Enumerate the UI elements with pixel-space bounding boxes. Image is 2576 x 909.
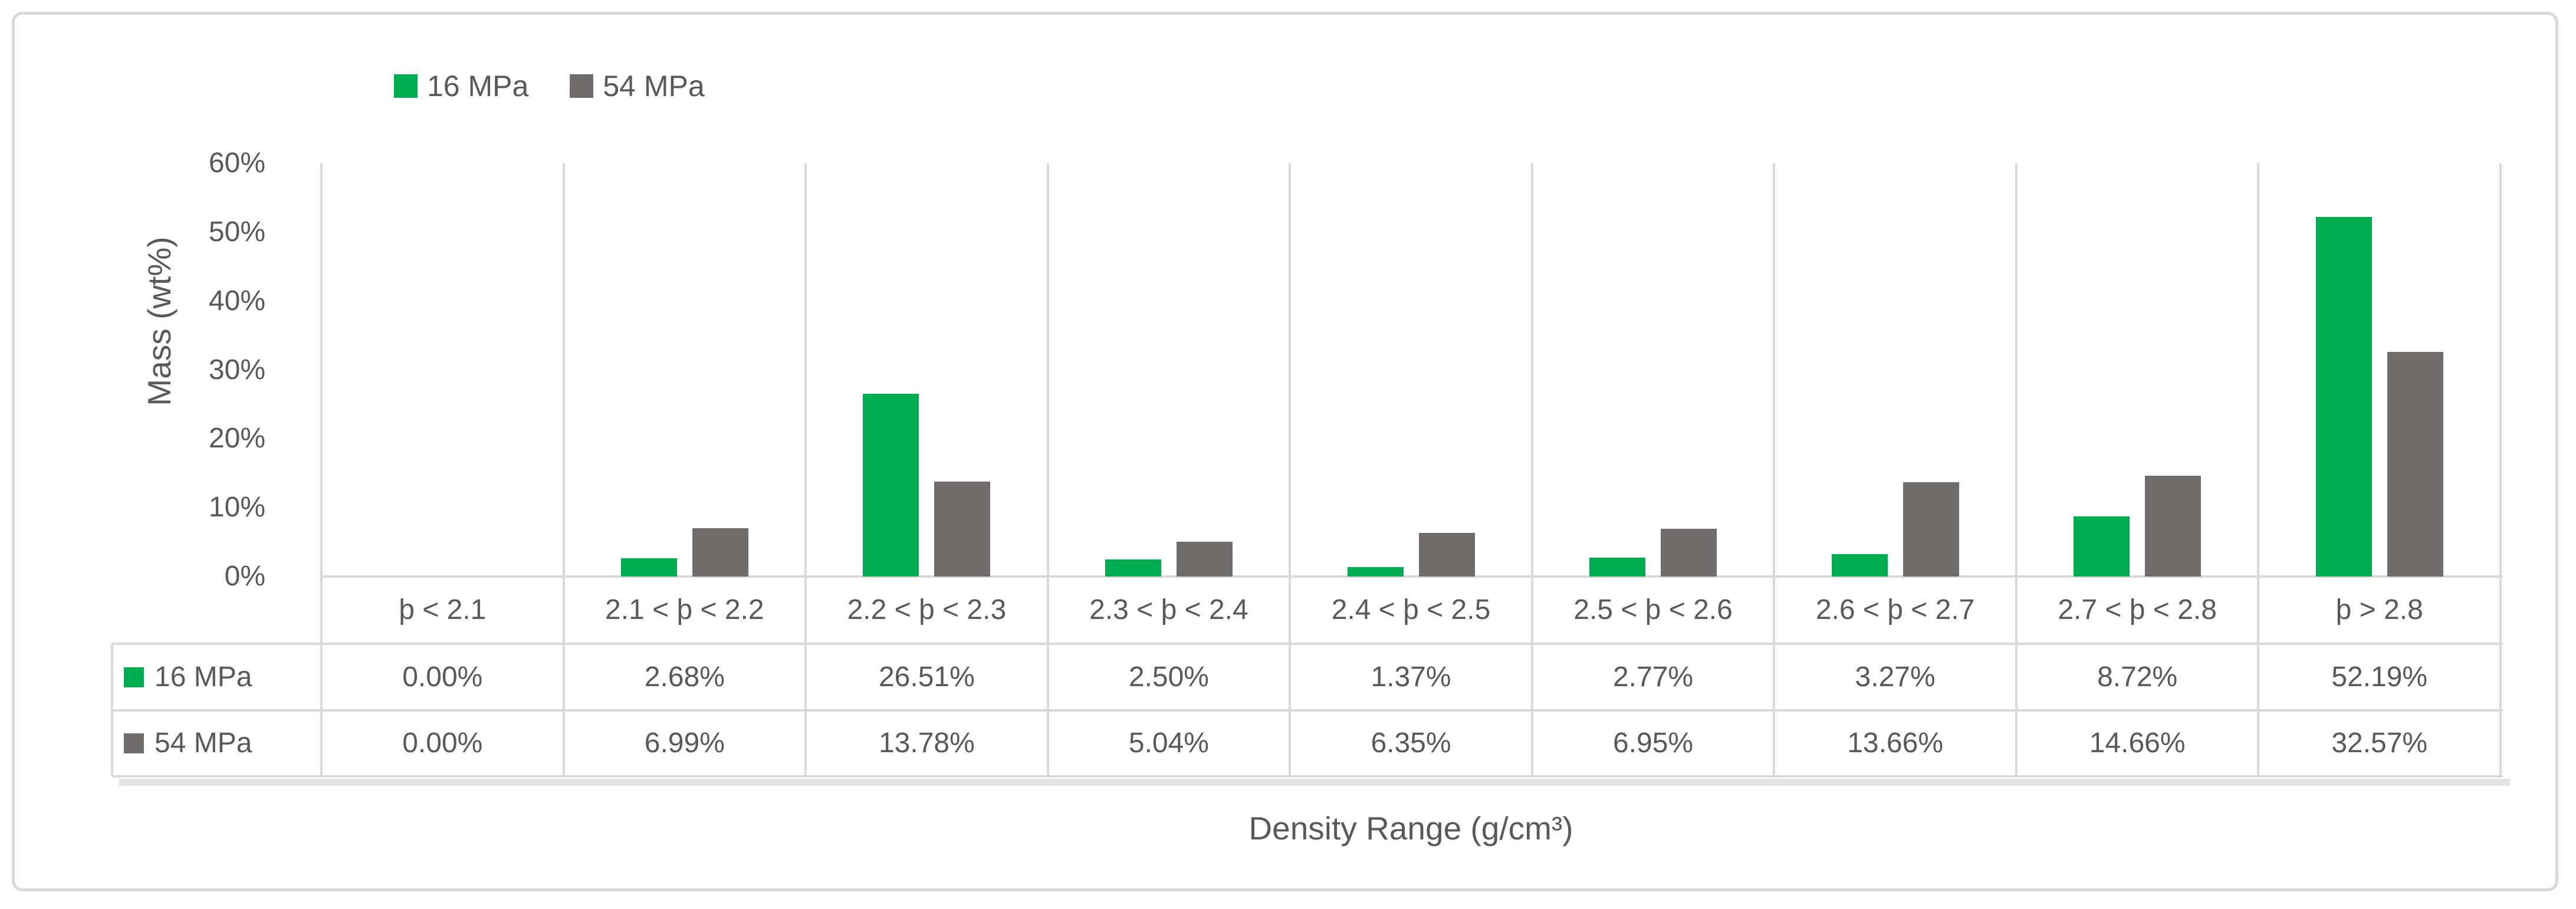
table-cell-value: 32.57% [2331, 727, 2428, 759]
table-cell-value: 0.00% [402, 661, 483, 693]
bar-16mpa-cat4 [1347, 567, 1404, 577]
table-cell-value: 6.99% [644, 727, 725, 759]
bar-16mpa-cat7 [2074, 516, 2130, 577]
legend-swatch-icon [570, 74, 594, 98]
table-row-header: 16 MPa [155, 661, 252, 693]
y-tick-label: 50% [208, 216, 265, 248]
table-row-key-swatch [124, 667, 144, 687]
category-label: þ < 2.1 [399, 594, 487, 625]
y-tick-label: 10% [208, 492, 265, 523]
bar-54mpa-cat5 [1661, 529, 1717, 577]
gridline-vertical [320, 163, 323, 776]
legend-item-16mpa: 16 MPa [394, 71, 528, 101]
table-cell-value: 14.66% [2089, 727, 2186, 759]
table-row-header: 54 MPa [155, 727, 252, 759]
table-row-border [112, 709, 2503, 712]
x-axis-title: Density Range (g/cm³) [1248, 810, 1573, 847]
bar-16mpa-cat6 [1831, 554, 1888, 577]
table-cell-value: 8.72% [2097, 661, 2178, 693]
gridline-vertical [562, 163, 565, 776]
y-tick-label: 0% [224, 561, 265, 592]
y-tick-label: 60% [208, 147, 265, 179]
table-cell-value: 2.77% [1612, 661, 1694, 693]
bar-16mpa-cat8 [2315, 217, 2372, 577]
legend-label: 16 MPa [427, 70, 529, 103]
y-tick-label: 30% [208, 354, 265, 386]
bar-16mpa-cat1 [620, 558, 677, 577]
gridline-vertical [2257, 163, 2260, 776]
category-label: 2.4 < þ < 2.5 [1331, 594, 1491, 625]
gridline-vertical [2015, 163, 2018, 776]
bar-16mpa-cat3 [1105, 559, 1161, 577]
table-cell-value: 6.35% [1371, 727, 1451, 759]
category-label: 2.2 < þ < 2.3 [847, 594, 1007, 625]
legend-item-54mpa: 54 MPa [570, 70, 705, 103]
bar-54mpa-cat2 [934, 482, 991, 577]
chart-frame [12, 12, 2558, 891]
bar-54mpa-cat7 [2145, 476, 2202, 577]
legend-swatch-icon [394, 74, 418, 98]
bar-54mpa-cat4 [1418, 533, 1475, 577]
category-label: 2.7 < þ < 2.8 [2058, 594, 2217, 625]
table-cell-value: 1.37% [1371, 661, 1451, 693]
table-cell-value: 26.51% [878, 661, 975, 693]
bar-16mpa-cat5 [1589, 558, 1646, 577]
x-axis-baseline [321, 575, 2503, 578]
category-label: 2.6 < þ < 2.7 [1815, 594, 1975, 625]
y-tick-label: 40% [208, 285, 265, 317]
bar-54mpa-cat3 [1176, 542, 1233, 577]
category-label: 2.3 < þ < 2.4 [1089, 594, 1248, 625]
category-label: 2.1 < þ < 2.2 [605, 594, 764, 625]
y-tick-label: 20% [208, 423, 265, 454]
table-cell-value: 0.00% [402, 727, 483, 759]
legend-label: 54 MPa [603, 70, 705, 103]
table-shadow [119, 779, 2510, 786]
table-cell-value: 52.19% [2331, 661, 2428, 693]
category-label: 2.5 < þ < 2.6 [1573, 594, 1733, 625]
bar-54mpa-cat1 [692, 528, 748, 577]
table-cell-value: 6.95% [1612, 727, 1694, 759]
gridline-vertical [1773, 163, 1776, 776]
table-row-border [112, 775, 2503, 778]
table-cell-value: 2.68% [644, 661, 725, 693]
gridline-vertical [1289, 163, 1292, 776]
table-cell-value: 5.04% [1128, 727, 1209, 759]
table-cell-value: 13.66% [1847, 727, 1943, 759]
category-label: þ > 2.8 [2335, 594, 2423, 625]
legend: 16 MPa 54 MPa [394, 71, 705, 101]
bar-54mpa-cat8 [2387, 352, 2443, 577]
bar-54mpa-cat6 [1903, 482, 1959, 577]
table-cell-value: 2.50% [1128, 661, 1209, 693]
gridline-vertical [1046, 163, 1049, 776]
table-row-key-swatch [124, 733, 144, 753]
table-cell-value: 13.78% [878, 727, 975, 759]
table-row-border [112, 643, 2503, 645]
table-cell-value: 3.27% [1855, 661, 1936, 693]
gridline-vertical [804, 163, 807, 776]
gridline-vertical [1530, 163, 1533, 776]
bar-16mpa-cat2 [863, 394, 919, 577]
gridline-vertical [2499, 163, 2502, 776]
